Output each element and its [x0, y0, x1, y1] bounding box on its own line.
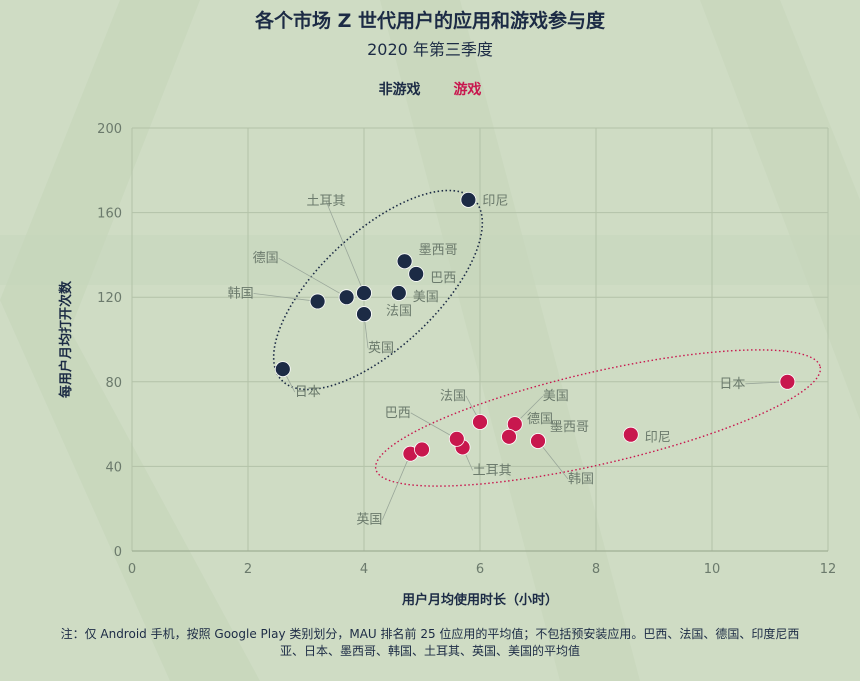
point-label: 印尼: [482, 194, 508, 209]
legend-game: 游戏: [453, 82, 482, 98]
point-label: 美国: [543, 389, 569, 404]
label-leader-line: [278, 257, 347, 298]
non-game-point: [390, 285, 407, 301]
label-leader-line: [537, 440, 569, 480]
point-label: 英国: [356, 513, 382, 528]
x-tick-label: 4: [360, 562, 368, 577]
x-tick-label: 12: [820, 562, 837, 577]
x-tick-label: 10: [704, 562, 721, 577]
point-label: 日本: [719, 377, 745, 392]
game-point: [414, 441, 430, 458]
footnote: 注：仅 Android 手机，按照 Google Play 类别划分，MAU 排…: [60, 627, 800, 658]
game-point: [530, 433, 546, 449]
point-label: 墨西哥: [419, 243, 458, 258]
non-game-point: [338, 289, 355, 306]
point-label: 巴西: [385, 406, 411, 421]
label-leader-line: [325, 200, 365, 294]
point-label: 土耳其: [306, 194, 345, 209]
label-leader-line: [382, 453, 411, 520]
legend: 非游戏 游戏: [0, 79, 860, 99]
non-game-point: [356, 285, 372, 301]
x-tick-label: 0: [128, 562, 136, 577]
game-point: [622, 426, 639, 443]
legend-non-game: 非游戏: [378, 82, 421, 98]
non-game-point: [460, 192, 477, 208]
game-point: [779, 373, 796, 390]
x-axis-title: 用户月均使用时长（小时）: [401, 592, 558, 608]
non-game-point: [356, 306, 372, 323]
point-label: 德国: [253, 251, 279, 266]
x-tick-label: 2: [244, 562, 252, 577]
point-label: 韩国: [228, 286, 254, 301]
y-tick-label: 120: [97, 291, 122, 306]
point-label: 德国: [527, 412, 553, 427]
point-label: 印尼: [645, 431, 671, 446]
game-point: [501, 428, 517, 445]
y-tick-label: 200: [97, 122, 122, 137]
point-label: 英国: [368, 341, 394, 356]
x-tick-label: 6: [476, 562, 484, 577]
y-tick-label: 40: [105, 460, 122, 475]
y-tick-label: 160: [97, 207, 122, 222]
point-label: 韩国: [568, 472, 594, 487]
y-axis-title: 每用户月均打开次数: [58, 280, 74, 398]
label-leader-line: [253, 293, 318, 302]
non-game-point: [396, 253, 413, 270]
point-label: 土耳其: [473, 463, 512, 478]
point-label: 墨西哥: [550, 420, 589, 435]
non-game-point: [274, 361, 291, 378]
point-label: 美国: [413, 290, 439, 305]
y-tick-label: 80: [105, 376, 122, 391]
game-point: [448, 431, 465, 447]
y-tick-label: 0: [114, 545, 122, 560]
chart-subtitle: 2020 年第三季度: [367, 40, 493, 59]
point-label: 法国: [386, 304, 412, 319]
non-game-point: [309, 293, 326, 310]
x-tick-label: 8: [592, 562, 600, 577]
non-game-point: [408, 266, 425, 282]
label-leader-line: [410, 412, 457, 440]
game-cluster-outline: [374, 349, 822, 487]
game-point: [472, 414, 488, 430]
point-label: 巴西: [430, 271, 456, 286]
point-label: 日本: [295, 385, 321, 400]
chart-title: 各个市场 Z 世代用户的应用和游戏参与度: [254, 10, 605, 32]
point-label: 法国: [440, 389, 466, 404]
